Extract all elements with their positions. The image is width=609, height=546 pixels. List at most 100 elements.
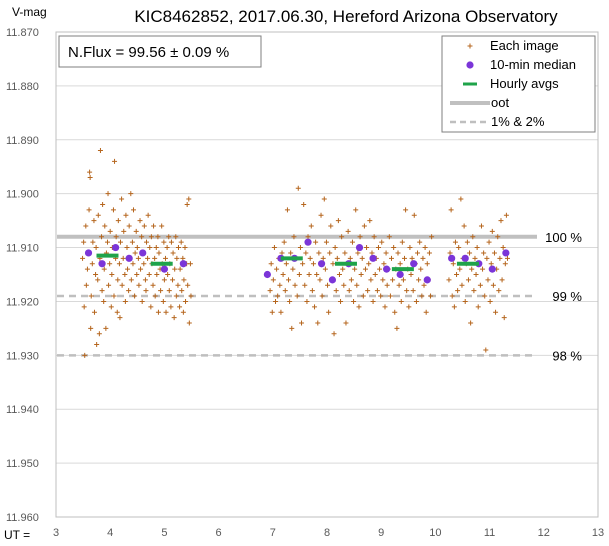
data-point	[295, 185, 301, 191]
y-tick-label: 11.920	[6, 296, 39, 308]
data-point	[175, 245, 181, 251]
data-point	[96, 331, 102, 337]
data-point	[378, 293, 384, 299]
y-tick-label: 11.910	[6, 243, 39, 255]
data-point	[304, 298, 310, 304]
data-point	[144, 239, 150, 245]
data-point	[181, 277, 187, 283]
legend-label: oot	[491, 95, 509, 110]
data-point	[461, 223, 467, 229]
hourly-averages	[96, 253, 479, 272]
data-point	[119, 196, 125, 202]
data-point	[185, 282, 191, 288]
data-point	[352, 266, 358, 272]
median-point	[304, 238, 312, 246]
data-point	[109, 272, 115, 277]
data-point	[491, 250, 497, 256]
data-point	[370, 298, 376, 304]
data-point	[309, 288, 315, 294]
x-tick-label: 5	[161, 527, 167, 539]
data-point	[321, 196, 327, 202]
data-point	[93, 272, 99, 277]
data-point	[428, 293, 434, 299]
data-point	[342, 250, 348, 256]
data-point	[369, 250, 375, 256]
data-point	[496, 288, 502, 294]
y-tick-label: 11.880	[6, 81, 39, 93]
data-point	[180, 255, 186, 261]
x-tick-label: 12	[538, 527, 550, 539]
data-point	[426, 250, 432, 256]
data-point	[141, 261, 147, 267]
data-point	[105, 191, 111, 197]
data-point	[116, 261, 122, 267]
data-point	[349, 239, 355, 245]
data-point	[132, 250, 138, 256]
data-point	[143, 288, 149, 294]
data-point	[166, 288, 172, 294]
data-point	[334, 255, 340, 261]
data-point	[163, 309, 169, 315]
y-axis-label: V-mag	[12, 5, 47, 19]
data-point	[172, 266, 178, 272]
data-point	[346, 288, 352, 294]
data-point	[468, 320, 474, 326]
data-point	[377, 266, 383, 272]
data-point	[87, 175, 93, 180]
data-point	[88, 293, 94, 299]
median-point	[423, 276, 431, 284]
data-point	[501, 315, 507, 321]
data-point	[161, 277, 167, 283]
data-point	[478, 223, 484, 229]
data-point	[328, 223, 334, 229]
data-point	[275, 293, 281, 299]
data-point	[147, 245, 153, 251]
data-point	[277, 282, 283, 288]
data-point	[170, 250, 176, 256]
data-point	[371, 234, 377, 240]
legend-label: 1% & 2%	[491, 114, 545, 129]
data-point	[86, 207, 92, 213]
data-point	[110, 207, 116, 213]
median-point	[328, 276, 337, 284]
data-point	[162, 255, 168, 261]
data-point	[122, 272, 128, 277]
data-point	[173, 234, 179, 240]
data-point	[182, 245, 188, 251]
data-point	[313, 239, 319, 245]
data-point	[123, 212, 129, 218]
data-point	[119, 282, 125, 288]
data-point	[421, 282, 427, 288]
median-point	[263, 270, 271, 279]
x-tick-labels: 3 4 5 6 7 8 9 10 11 12 13	[53, 527, 604, 539]
data-point	[154, 272, 160, 277]
legend-marker-each-image	[467, 43, 473, 49]
data-point	[367, 218, 373, 224]
data-point	[184, 201, 190, 207]
data-point	[269, 309, 275, 315]
data-point	[282, 288, 288, 294]
data-point	[101, 266, 107, 272]
data-point	[128, 277, 134, 283]
annotation-frame	[58, 35, 262, 68]
data-point	[81, 304, 87, 310]
data-point	[398, 298, 404, 304]
data-point	[498, 218, 504, 224]
chart-title: KIC8462852, 2017.06.30, Hereford Arizona…	[134, 7, 558, 26]
data-point	[500, 245, 506, 251]
annotation-box: N.Flux = 99.56 ± 0.09 %	[58, 35, 262, 68]
data-point	[104, 239, 110, 245]
data-point	[455, 288, 461, 294]
data-point	[183, 298, 189, 304]
x-tick-label: 4	[107, 527, 113, 539]
data-point	[114, 309, 120, 315]
data-point	[165, 272, 171, 277]
data-point	[297, 245, 303, 251]
data-point	[83, 282, 89, 288]
data-point	[299, 320, 305, 326]
data-point	[151, 223, 157, 229]
data-point	[186, 320, 192, 326]
x-tick-label: 7	[270, 527, 276, 539]
data-point	[482, 293, 488, 299]
